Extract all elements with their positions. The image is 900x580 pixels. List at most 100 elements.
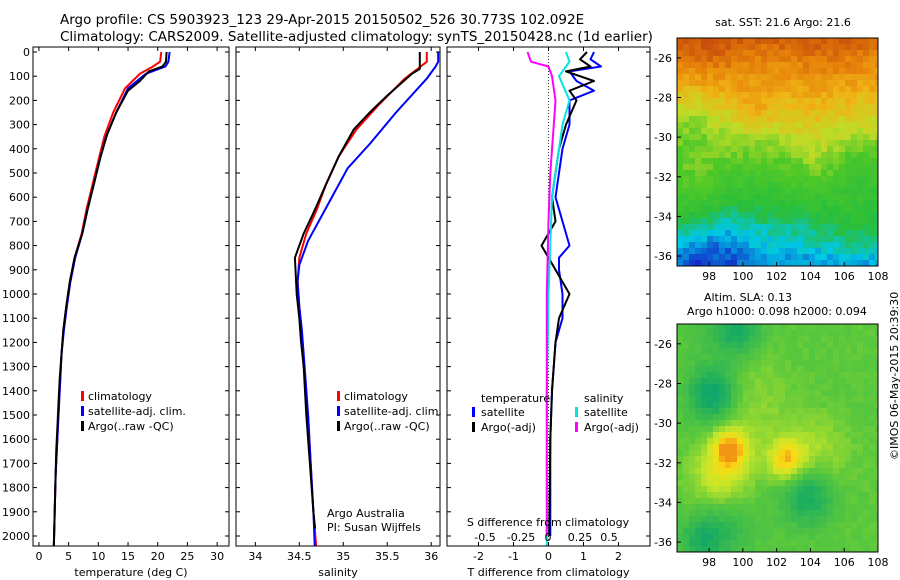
y-tick-label: 200 [9,94,30,107]
profile-panel-1 [52,51,171,546]
map-x-tick-label: 108 [868,270,889,283]
y-tick-label: 400 [9,143,30,156]
map-heatmap-1 [677,38,878,266]
map-title: Altim. SLA: 0.13 [704,291,792,304]
x-tick-label: 25 [180,550,194,563]
legend-heading: salinity [584,392,624,405]
y-tick-label: 100 [9,70,30,83]
x-tick-label: 2 [615,550,622,563]
x-tick-label: -1 [508,550,519,563]
legend-label: Argo(..raw -QC) [344,420,430,433]
profile-panel-3 [526,47,602,546]
map-x-tick-label: 104 [800,270,821,283]
panel-frame [32,46,230,547]
map-y-tick-label: -36 [654,250,672,263]
x-tick-label: 10 [91,550,105,563]
y-tick-label: 700 [9,215,30,228]
y-tick-label: 500 [9,167,30,180]
map-panels [677,38,878,552]
y-tick-label: 300 [9,119,30,132]
x-tick-label: -2 [473,550,484,563]
series-line-climatology [296,52,428,546]
map-frame [676,323,879,553]
x-tick-label: 34 [248,550,262,563]
y-tick-label: 1200 [2,336,30,349]
x-tick-label: 0 [35,550,42,563]
annotation-text: Argo Australia [327,507,405,520]
y-tick-label: 1000 [2,288,30,301]
map-title: sat. SST: 21.6 Argo: 21.6 [715,16,851,29]
y-tick-label: 1100 [2,312,30,325]
map-y-tick-label: -30 [654,417,672,430]
legend-label: satellite [481,406,525,419]
top-axis-label: S difference from climatology [467,516,630,529]
legend-swatch [81,391,84,401]
x-tick-label: 35 [336,550,350,563]
series-line-argo-adj- [526,51,557,536]
legend-heading: temperature [481,392,550,405]
legend-label: climatology [344,390,408,403]
profile-curves [526,47,602,546]
profile-curves [52,51,171,546]
x-tick-label: 34.5 [287,550,312,563]
legend-label: satellite [584,406,628,419]
legend-swatch [575,422,578,432]
top-tick-label: -0.5 [474,531,495,544]
map-y-tick-label: -36 [654,536,672,549]
series-line-satellite-adj-clim- [52,51,171,546]
y-tick-label: 2000 [2,530,30,543]
map-x-tick-label: 108 [868,556,889,569]
y-tick-label: 900 [9,264,30,277]
figure-title-line1: Argo profile: CS 5903923_123 29-Apr-2015… [60,12,585,28]
map-x-tick-label: 98 [702,556,716,569]
y-tick-label: 800 [9,240,30,253]
legend-swatch [337,391,340,401]
panel-frames [32,37,879,553]
map-x-tick-label: 106 [834,556,855,569]
y-tick-label: 0 [23,46,30,59]
map-y-tick-label: -28 [654,91,672,104]
x-axis-label: temperature (deg C) [74,566,187,579]
map-x-tick-label: 102 [766,556,787,569]
legend-swatch [337,406,340,416]
y-tick-label: 1400 [2,385,30,398]
legend-swatch [472,407,475,417]
map-y-tick-label: -34 [654,210,672,223]
profile-panels [52,47,602,546]
annotation-text: PI: Susan Wijffels [327,521,421,534]
map-y-tick-label: -32 [654,171,672,184]
legend-label: satellite-adj. clim. [88,405,186,418]
profile-curves [293,52,440,546]
x-tick-label: 5 [65,550,72,563]
x-tick-label: 30 [210,550,224,563]
map-x-tick-label: 106 [834,270,855,283]
x-axis-label: salinity [318,566,358,579]
legend-swatch [472,422,475,432]
panel-labels: 0100200300400500600700800900100011001200… [2,16,889,579]
map-x-tick-label: 102 [766,270,787,283]
x-tick-label: 15 [121,550,135,563]
map-frame [676,37,879,267]
y-tick-label: 1900 [2,506,30,519]
y-tick-label: 1800 [2,482,30,495]
side-stamp: ©IMOS 06-May-2015 20:39:30 [888,291,900,460]
x-tick-label: 1 [580,550,587,563]
y-tick-label: 600 [9,191,30,204]
x-tick-label: 0 [545,550,552,563]
series-line-argo-raw-qc- [52,51,168,546]
profile-panel-2 [293,52,440,546]
map-x-tick-label: 104 [800,556,821,569]
top-tick-label: 0.25 [568,531,593,544]
legend-label: climatology [88,390,152,403]
panel-frame [235,46,441,547]
map-x-tick-label: 100 [732,270,753,283]
heatmap-cells [677,324,878,552]
x-tick-label: 36 [424,550,438,563]
map-y-tick-label: -28 [654,377,672,390]
top-tick-label: -0.25 [507,531,535,544]
series-line-satellite [549,51,602,536]
legend-label: Argo(..raw -QC) [88,420,174,433]
series-line-climatology [52,51,163,546]
map-x-tick-label: 98 [702,270,716,283]
